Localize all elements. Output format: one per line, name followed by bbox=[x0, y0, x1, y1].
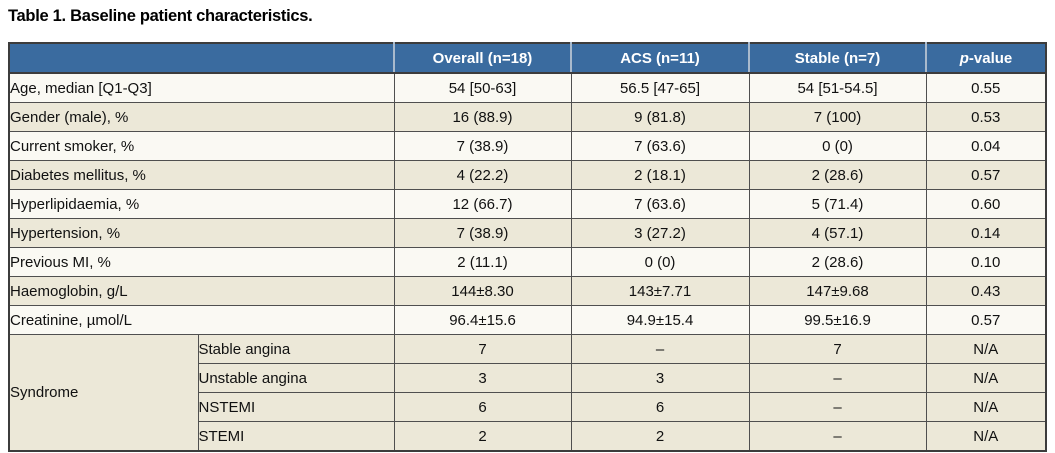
table-row: Diabetes mellitus, % 4 (22.2) 2 (18.1) 2… bbox=[8, 160, 1047, 190]
cell-acs: 143±7.71 bbox=[570, 276, 750, 306]
cell-acs: 2 bbox=[570, 421, 750, 452]
cell-stable: 7 bbox=[748, 334, 927, 364]
cell-pvalue: 0.57 bbox=[925, 305, 1047, 335]
syndrome-sublabel: STEMI bbox=[197, 421, 395, 452]
cell-overall: 96.4±15.6 bbox=[393, 305, 572, 335]
header-pvalue: p-value bbox=[925, 43, 1046, 74]
cell-pvalue: 0.14 bbox=[925, 218, 1047, 248]
table-row: Gender (male), % 16 (88.9) 9 (81.8) 7 (1… bbox=[8, 102, 1047, 132]
cell-overall: 3 bbox=[393, 363, 572, 393]
row-label: Hypertension, % bbox=[8, 218, 395, 248]
cell-acs: 3 bbox=[570, 363, 750, 393]
syndrome-sublabel: Stable angina bbox=[197, 334, 395, 364]
row-label: Haemoglobin, g/L bbox=[8, 276, 395, 306]
cell-pvalue: N/A bbox=[925, 392, 1047, 422]
syndrome-row: Unstable angina 3 3 – N/A bbox=[9, 363, 1047, 393]
pvalue-italic-p: p bbox=[959, 49, 969, 67]
cell-overall: 6 bbox=[393, 392, 572, 422]
table-row: Hypertension, % 7 (38.9) 3 (27.2) 4 (57.… bbox=[8, 218, 1047, 248]
syndrome-row: NSTEMI 6 6 – N/A bbox=[9, 392, 1047, 422]
cell-acs: 7 (63.6) bbox=[570, 189, 750, 219]
cell-pvalue: 0.04 bbox=[925, 131, 1047, 161]
cell-stable: 2 (28.6) bbox=[748, 247, 927, 277]
table-row: Hyperlipidaemia, % 12 (66.7) 7 (63.6) 5 … bbox=[8, 189, 1047, 219]
cell-acs: 0 (0) bbox=[570, 247, 750, 277]
syndrome-row: STEMI 2 2 – N/A bbox=[9, 421, 1047, 452]
table-row: Current smoker, % 7 (38.9) 7 (63.6) 0 (0… bbox=[8, 131, 1047, 161]
cell-acs: 56.5 [47-65] bbox=[570, 72, 750, 103]
cell-stable: 5 (71.4) bbox=[748, 189, 927, 219]
row-label: Age, median [Q1-Q3] bbox=[8, 72, 395, 103]
cell-acs: 9 (81.8) bbox=[570, 102, 750, 132]
cell-pvalue: 0.57 bbox=[925, 160, 1047, 190]
cell-pvalue: 0.53 bbox=[925, 102, 1047, 132]
cell-pvalue: 0.43 bbox=[925, 276, 1047, 306]
pvalue-rest: -value bbox=[968, 49, 1013, 67]
cell-overall: 16 (88.9) bbox=[393, 102, 572, 132]
cell-overall: 7 (38.9) bbox=[393, 218, 572, 248]
cell-acs: 7 (63.6) bbox=[570, 131, 750, 161]
syndrome-sublabel: NSTEMI bbox=[197, 392, 395, 422]
header-overall: Overall (n=18) bbox=[393, 43, 571, 74]
table-title: Table 1. Baseline patient characteristic… bbox=[8, 7, 313, 25]
cell-stable: – bbox=[748, 363, 927, 393]
cell-overall: 7 bbox=[393, 334, 572, 364]
table-row: Age, median [Q1-Q3] 54 [50-63] 56.5 [47-… bbox=[8, 72, 1047, 103]
header-acs: ACS (n=11) bbox=[570, 43, 749, 74]
cell-acs: 6 bbox=[570, 392, 750, 422]
row-label: Gender (male), % bbox=[8, 102, 395, 132]
cell-overall: 7 (38.9) bbox=[393, 131, 572, 161]
cell-stable: 54 [51-54.5] bbox=[748, 72, 927, 103]
header-empty-cell bbox=[9, 43, 394, 74]
cell-pvalue: 0.60 bbox=[925, 189, 1047, 219]
cell-acs: – bbox=[570, 334, 750, 364]
header-stable: Stable (n=7) bbox=[748, 43, 926, 74]
cell-overall: 2 (11.1) bbox=[393, 247, 572, 277]
cell-acs: 2 (18.1) bbox=[570, 160, 750, 190]
table-row: Creatinine, µmol/L 96.4±15.6 94.9±15.4 9… bbox=[8, 305, 1047, 335]
cell-overall: 54 [50-63] bbox=[393, 72, 572, 103]
cell-stable: 4 (57.1) bbox=[748, 218, 927, 248]
cell-stable: – bbox=[748, 421, 927, 452]
row-label: Previous MI, % bbox=[8, 247, 395, 277]
cell-stable: 147±9.68 bbox=[748, 276, 927, 306]
syndrome-group-label: Syndrome bbox=[8, 334, 199, 452]
row-label: Current smoker, % bbox=[8, 131, 395, 161]
row-label: Diabetes mellitus, % bbox=[8, 160, 395, 190]
syndrome-row: Syndrome Stable angina 7 – 7 N/A bbox=[8, 334, 1047, 452]
cell-pvalue: N/A bbox=[925, 363, 1047, 393]
baseline-characteristics-table: Overall (n=18) ACS (n=11) Stable (n=7) p… bbox=[8, 42, 1047, 452]
cell-overall: 12 (66.7) bbox=[393, 189, 572, 219]
syndrome-sublabel: Unstable angina bbox=[197, 363, 395, 393]
cell-overall: 2 bbox=[393, 421, 572, 452]
table-row: Haemoglobin, g/L 144±8.30 143±7.71 147±9… bbox=[8, 276, 1047, 306]
cell-stable: – bbox=[748, 392, 927, 422]
cell-stable: 7 (100) bbox=[748, 102, 927, 132]
table-row: Previous MI, % 2 (11.1) 0 (0) 2 (28.6) 0… bbox=[8, 247, 1047, 277]
cell-pvalue: 0.55 bbox=[925, 72, 1047, 103]
header-row: Overall (n=18) ACS (n=11) Stable (n=7) p… bbox=[9, 43, 1046, 74]
cell-stable: 0 (0) bbox=[748, 131, 927, 161]
cell-pvalue: N/A bbox=[925, 334, 1047, 364]
cell-pvalue: 0.10 bbox=[925, 247, 1047, 277]
cell-overall: 4 (22.2) bbox=[393, 160, 572, 190]
cell-acs: 94.9±15.4 bbox=[570, 305, 750, 335]
row-label: Hyperlipidaemia, % bbox=[8, 189, 395, 219]
cell-pvalue: N/A bbox=[925, 421, 1047, 452]
cell-acs: 3 (27.2) bbox=[570, 218, 750, 248]
row-label: Creatinine, µmol/L bbox=[8, 305, 395, 335]
cell-overall: 144±8.30 bbox=[393, 276, 572, 306]
cell-stable: 2 (28.6) bbox=[748, 160, 927, 190]
cell-stable: 99.5±16.9 bbox=[748, 305, 927, 335]
